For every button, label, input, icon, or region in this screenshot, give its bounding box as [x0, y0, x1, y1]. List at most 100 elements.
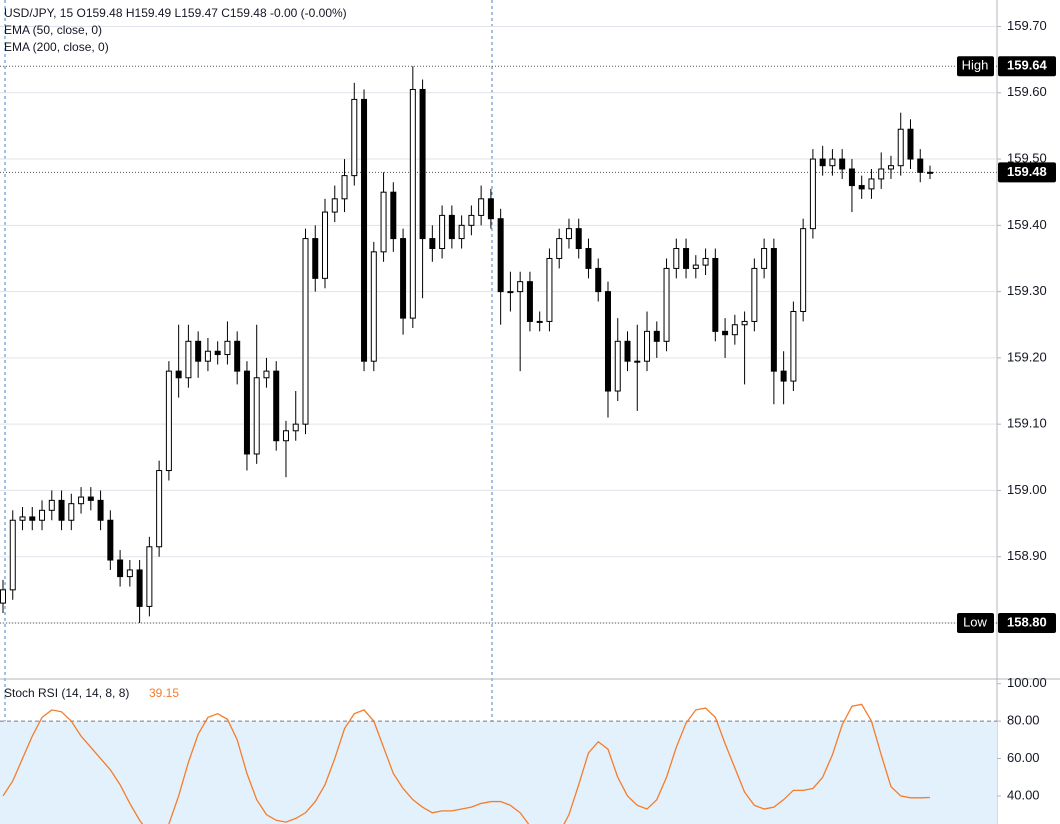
- last-tag-label: 159.48: [1007, 164, 1047, 179]
- candle-body: [692, 264, 699, 269]
- y-tick-label: 40.00: [1007, 787, 1040, 802]
- candle-body: [341, 175, 348, 200]
- stoch-band: [0, 721, 997, 824]
- candle-body: [585, 248, 592, 269]
- candle-body: [809, 158, 816, 230]
- y-tick-label: 158.90: [1007, 548, 1047, 563]
- stoch-title: Stoch RSI (14, 14, 8, 8): [4, 686, 129, 700]
- candle-body: [243, 370, 250, 455]
- candle-body: [848, 168, 855, 187]
- candle-body: [39, 509, 46, 521]
- candle-body: [927, 171, 933, 174]
- candle-body: [448, 214, 455, 240]
- candle-body: [468, 214, 475, 226]
- y-tick-label: 60.00: [1007, 750, 1040, 765]
- candle-body: [917, 158, 924, 173]
- candle-body: [126, 569, 133, 578]
- candle-body: [97, 499, 104, 521]
- y-tick-label: 159.70: [1007, 18, 1047, 33]
- high-label-box: [957, 56, 994, 77]
- candle-body: [400, 238, 407, 319]
- candle-body: [712, 257, 719, 332]
- y-tick-label: 159.30: [1007, 283, 1047, 298]
- candle-body: [312, 238, 319, 279]
- stoch-line: [2, 703, 931, 824]
- candle-body: [156, 470, 163, 548]
- candle-body: [68, 503, 75, 521]
- candle-body: [419, 88, 426, 240]
- candle-body: [497, 218, 504, 293]
- y-tick-label: 159.40: [1007, 217, 1047, 232]
- indicator-label: EMA (200, close, 0): [4, 40, 109, 54]
- candle-body: [614, 340, 621, 392]
- candle-body: [907, 128, 914, 160]
- candle-body: [536, 320, 543, 323]
- y-tick-label: 159.60: [1007, 84, 1047, 99]
- candle-body: [556, 238, 563, 259]
- candle-body: [800, 228, 807, 312]
- candle-body: [507, 291, 514, 294]
- high-label: High: [962, 58, 989, 73]
- candle-body: [595, 267, 602, 293]
- high-tag: [998, 56, 1056, 77]
- candle-body: [224, 340, 231, 356]
- candle-body: [322, 211, 329, 279]
- candle-body: [731, 324, 738, 336]
- candle-body: [663, 267, 670, 342]
- candle-body: [565, 228, 572, 240]
- candle-body: [868, 178, 875, 190]
- low-tag: [998, 612, 1056, 633]
- candle-body: [146, 546, 153, 607]
- candle-body: [839, 158, 846, 170]
- candle-body: [253, 377, 260, 455]
- candle-body: [263, 370, 270, 379]
- candle-body: [292, 423, 299, 432]
- candle-body: [722, 330, 729, 336]
- candle-body: [790, 310, 797, 382]
- candle-body: [819, 158, 826, 167]
- candle-body: [624, 340, 631, 362]
- stoch-pane: [0, 703, 997, 824]
- candle-body: [185, 340, 192, 379]
- candle-body: [380, 191, 387, 253]
- candle-body: [19, 516, 26, 521]
- candle-body: [351, 98, 358, 177]
- candle-body: [331, 198, 338, 213]
- candle-body: [604, 291, 611, 392]
- y-tick-label: 100.00: [1007, 675, 1047, 690]
- low-label: Low: [963, 614, 987, 629]
- candle-body: [175, 370, 182, 379]
- y-tick-label: 159.00: [1007, 482, 1047, 497]
- candles: [0, 66, 933, 623]
- candle-body: [770, 248, 777, 372]
- candle-body: [887, 165, 894, 170]
- candle-body: [634, 360, 641, 363]
- candle-body: [107, 519, 114, 561]
- candle-body: [273, 370, 280, 442]
- candle-body: [683, 248, 690, 269]
- candle-body: [214, 350, 221, 356]
- candle-body: [117, 559, 124, 578]
- candle-body: [302, 238, 309, 425]
- y-tick-label: 159.10: [1007, 416, 1047, 431]
- candle-body: [409, 88, 416, 319]
- candle-body: [361, 98, 368, 362]
- y-tick-label: 159.50: [1007, 150, 1047, 165]
- candle-body: [48, 499, 55, 511]
- candle-body: [517, 281, 524, 293]
- candle-body: [878, 168, 885, 180]
- low-tag-label: 158.80: [1007, 614, 1047, 629]
- candle-body: [546, 257, 553, 322]
- candle-body: [644, 330, 651, 362]
- candle-body: [370, 251, 377, 362]
- candle-body: [761, 248, 768, 269]
- candle-body: [478, 198, 485, 216]
- candle-body: [204, 350, 211, 362]
- candle-body: [78, 496, 85, 505]
- last-tag: [998, 162, 1056, 183]
- candle-body: [0, 589, 6, 604]
- candle-body: [829, 158, 836, 167]
- candle-body: [429, 238, 436, 250]
- candle-body: [458, 224, 465, 240]
- legend-text: USD/JPY, 15 O159.48 H159.49 L159.47 C159…: [4, 6, 347, 20]
